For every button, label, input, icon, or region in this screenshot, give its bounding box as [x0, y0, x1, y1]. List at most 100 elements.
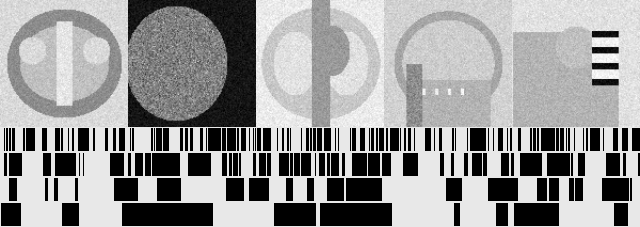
- Bar: [390, 128, 399, 151]
- Bar: [632, 128, 640, 151]
- Bar: [537, 178, 547, 201]
- Bar: [533, 128, 536, 151]
- Bar: [179, 128, 182, 151]
- Bar: [160, 178, 181, 201]
- Bar: [152, 128, 153, 151]
- Bar: [154, 153, 174, 176]
- Bar: [590, 128, 596, 151]
- Bar: [470, 128, 473, 151]
- Bar: [122, 203, 213, 226]
- Bar: [617, 128, 618, 151]
- Bar: [135, 153, 143, 176]
- Bar: [237, 128, 239, 151]
- Bar: [188, 153, 211, 176]
- Bar: [429, 128, 431, 151]
- Bar: [537, 128, 539, 151]
- Bar: [245, 128, 246, 151]
- Bar: [327, 178, 344, 201]
- Bar: [248, 178, 269, 201]
- Bar: [257, 128, 258, 151]
- Bar: [614, 203, 628, 226]
- Bar: [54, 178, 58, 201]
- Bar: [186, 128, 188, 151]
- Bar: [42, 128, 47, 151]
- Bar: [301, 153, 311, 176]
- Bar: [55, 128, 60, 151]
- Bar: [452, 128, 454, 151]
- Bar: [267, 153, 271, 176]
- Bar: [630, 178, 632, 201]
- Bar: [355, 128, 356, 151]
- Bar: [518, 128, 521, 151]
- Bar: [291, 153, 293, 176]
- Bar: [55, 153, 76, 176]
- Bar: [408, 128, 411, 151]
- Bar: [584, 178, 585, 201]
- Bar: [158, 128, 163, 151]
- Bar: [259, 153, 266, 176]
- Bar: [12, 128, 15, 151]
- Bar: [472, 153, 482, 176]
- Bar: [569, 178, 574, 201]
- Bar: [174, 153, 180, 176]
- Bar: [132, 128, 134, 151]
- Bar: [307, 178, 314, 201]
- Bar: [338, 128, 339, 151]
- Bar: [510, 128, 512, 151]
- Bar: [28, 128, 35, 151]
- Bar: [113, 128, 116, 151]
- Bar: [286, 178, 293, 201]
- Bar: [253, 128, 255, 151]
- Bar: [78, 128, 90, 151]
- Bar: [438, 128, 442, 151]
- Bar: [317, 128, 323, 151]
- Bar: [583, 128, 584, 151]
- Bar: [10, 178, 17, 201]
- Bar: [560, 128, 564, 151]
- Bar: [253, 153, 256, 176]
- Bar: [1, 203, 20, 226]
- Bar: [239, 153, 241, 176]
- Bar: [61, 128, 63, 151]
- Bar: [386, 128, 388, 151]
- Bar: [579, 153, 585, 176]
- Bar: [4, 153, 7, 176]
- Bar: [118, 128, 125, 151]
- Bar: [520, 153, 542, 176]
- Bar: [454, 128, 456, 151]
- Bar: [105, 128, 108, 151]
- Bar: [353, 128, 354, 151]
- Bar: [219, 128, 221, 151]
- Bar: [214, 128, 219, 151]
- Bar: [586, 128, 588, 151]
- Bar: [475, 128, 476, 151]
- Bar: [621, 128, 628, 151]
- Bar: [313, 128, 316, 151]
- Bar: [638, 153, 640, 176]
- Bar: [368, 153, 380, 176]
- Bar: [403, 153, 417, 176]
- Bar: [83, 153, 84, 176]
- Bar: [227, 178, 244, 201]
- Bar: [274, 203, 316, 226]
- Bar: [75, 178, 78, 201]
- Bar: [114, 178, 138, 201]
- Bar: [493, 128, 494, 151]
- Bar: [282, 128, 284, 151]
- Bar: [9, 153, 22, 176]
- Bar: [279, 153, 289, 176]
- Bar: [320, 203, 392, 226]
- Bar: [467, 128, 468, 151]
- Bar: [488, 128, 489, 151]
- Bar: [530, 128, 532, 151]
- Bar: [326, 153, 330, 176]
- Bar: [277, 128, 278, 151]
- Bar: [572, 153, 573, 176]
- Bar: [200, 128, 203, 151]
- Bar: [440, 153, 444, 176]
- Bar: [222, 153, 227, 176]
- Bar: [575, 178, 583, 201]
- Bar: [360, 128, 365, 151]
- Bar: [425, 128, 429, 151]
- Bar: [287, 128, 289, 151]
